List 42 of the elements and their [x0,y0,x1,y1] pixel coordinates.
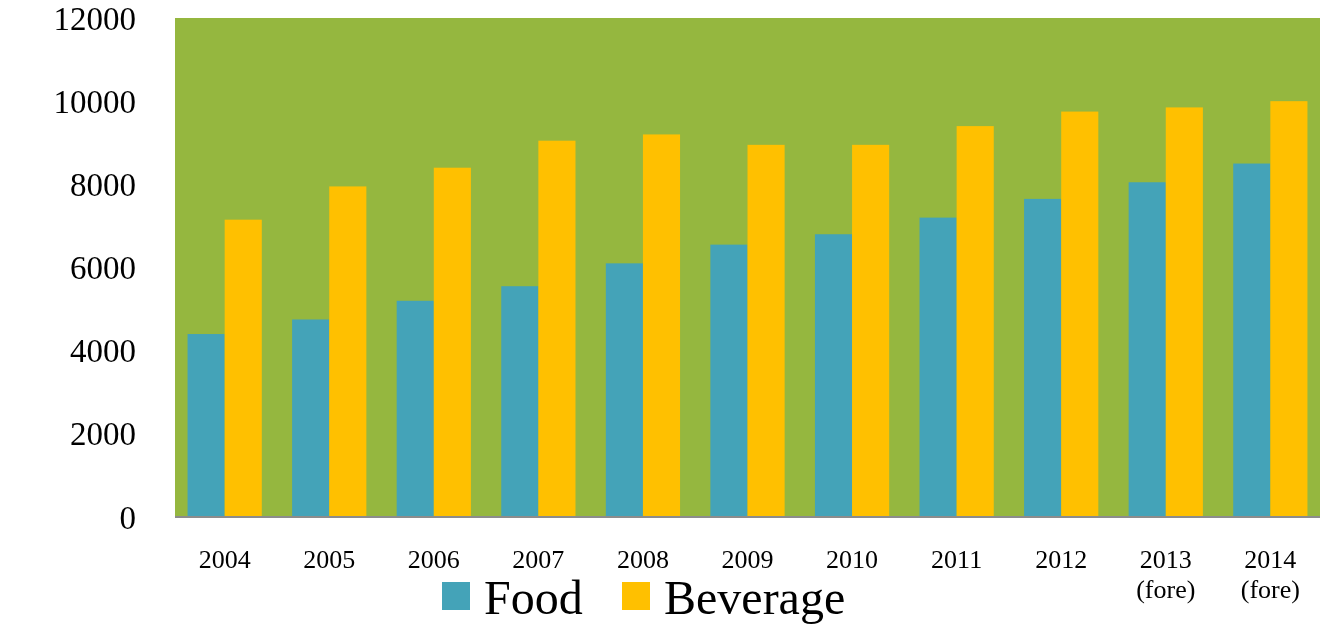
bar [814,234,853,517]
bar [501,286,539,517]
x-tick-label: 2011 [931,545,983,574]
bar [852,144,890,517]
bar [919,217,957,517]
bar [1061,111,1099,517]
y-tick-label: 4000 [70,333,136,370]
x-tick-label: 2009 [721,545,774,574]
y-tick-label: 0 [119,499,136,536]
x-tick-label: 2004 [198,545,251,574]
x-tick-label: 2006 [407,545,460,574]
y-tick-label: 12000 [53,0,136,37]
bar [1165,107,1203,517]
bar [433,167,471,517]
bar [396,300,434,517]
bar [187,334,225,517]
bar [1024,198,1062,517]
bar [642,134,681,517]
bar [329,186,367,517]
y-tick-label: 2000 [70,416,136,453]
bar [292,319,330,517]
y-tick-label: 8000 [70,166,136,203]
x-tick-label: 2013 (fore) [1136,545,1196,604]
x-tick-label: 2010 [826,545,879,574]
legend-label: Food [484,571,583,624]
x-tick-label: 2008 [616,545,669,574]
x-tick-label: 2014 (fore) [1240,545,1300,604]
bar [605,263,643,517]
legend-label: Beverage [664,571,846,624]
x-tick-label: 2005 [303,545,356,574]
x-tick-label: 2007 [512,545,565,574]
bar [224,219,262,517]
y-tick-label: 10000 [53,83,136,120]
x-tick-label: 2012 [1035,545,1088,574]
bar [1270,101,1308,517]
bar [710,244,748,517]
bar [1128,182,1166,517]
bar [1233,163,1271,517]
y-tick-label: 6000 [70,250,136,287]
bar [538,140,576,517]
bar [747,144,785,517]
bar [956,126,994,517]
